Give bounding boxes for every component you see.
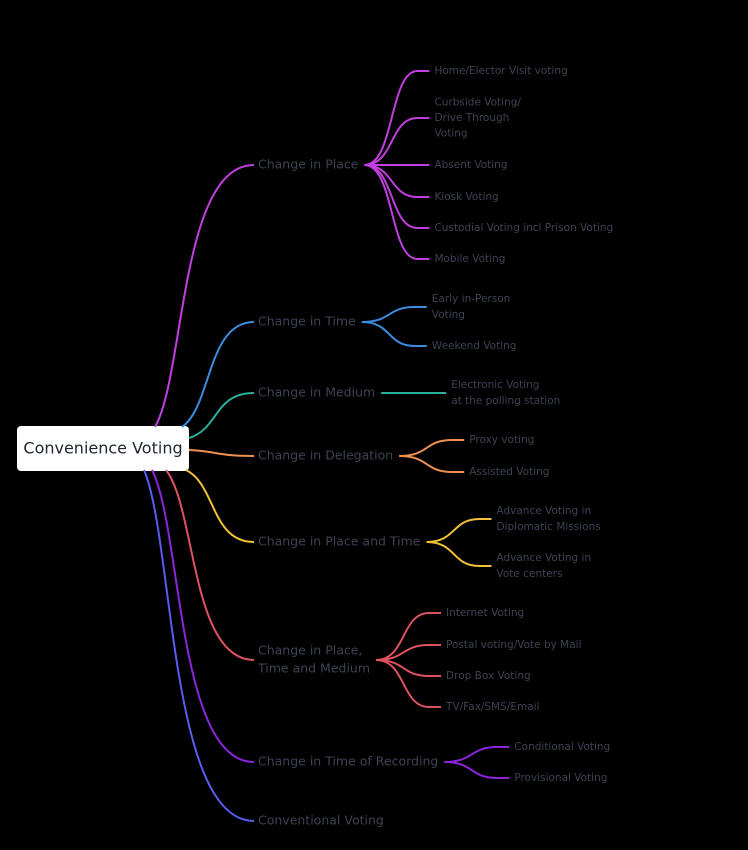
leaf-connector [426, 518, 492, 543]
leaf-label: Custodial Voting incl Prison Voting [434, 222, 613, 234]
leaf-label: Provisional Voting [514, 772, 607, 784]
leaf-connector [376, 659, 442, 677]
leaf-label: Absent Voting [434, 159, 507, 171]
leaf-connector [364, 70, 430, 166]
branch-connector [188, 449, 255, 457]
branch-label: Change in Delegation [258, 448, 393, 463]
branch-connector [165, 469, 255, 661]
branch-connector [151, 469, 255, 763]
leaf-label: Proxy voting [469, 434, 534, 446]
leaf-label: Voting [434, 128, 467, 140]
leaf-label: Early in-Person [432, 293, 511, 305]
leaf-connector [361, 306, 427, 323]
leaf-label: Advance Voting in [497, 552, 592, 564]
branch-label: Change in Place and Time [258, 534, 421, 549]
leaf-label: TV/Fax/SMS/Email [445, 701, 539, 713]
branch-label: Conventional Voting [258, 813, 384, 828]
leaf-connector [375, 659, 442, 708]
leaf-label: Kiosk Voting [434, 191, 498, 203]
leaf-connector [426, 541, 492, 567]
leaf-label: Diplomatic Missions [497, 521, 601, 533]
leaf-label: Electronic Voting [451, 379, 539, 391]
branch-connector [185, 469, 255, 543]
leaf-label: Drive Through [434, 112, 509, 124]
branch-label: Change in Time [258, 314, 356, 329]
branch-label: Change in Medium [258, 385, 375, 400]
leaf-connector [399, 455, 465, 473]
leaf-connector [364, 164, 430, 260]
branch-connector [181, 321, 255, 428]
leaf-label: Voting [432, 309, 465, 321]
root-label: Convenience Voting [23, 439, 182, 458]
leaf-connector [444, 746, 510, 763]
leaf-connector [375, 612, 442, 661]
branch-label: Change in Place [258, 157, 359, 172]
leaf-connector [361, 321, 427, 347]
branch-connector [154, 164, 255, 428]
leaf-label: Weekend Voting [432, 340, 517, 352]
leaf-label: Vote centers [497, 568, 563, 580]
leaf-label: Postal voting/Vote by Mail [446, 639, 581, 651]
leaf-label: Curbside Voting/ [434, 96, 521, 108]
leaf-connector [364, 117, 430, 166]
branch-connector [188, 392, 255, 439]
leaf-label: Assisted Voting [469, 466, 549, 478]
leaf-connector [376, 644, 442, 661]
leaf-label: Internet Voting [446, 607, 524, 619]
root-box [17, 426, 189, 471]
leaf-label: Home/Elector Visit voting [434, 65, 567, 77]
branch-label: Change in Place, [258, 643, 362, 658]
leaf-label: Mobile Voting [434, 253, 505, 265]
leaf-connector [399, 439, 465, 457]
leaf-label: Conditional Voting [514, 741, 610, 753]
leaf-connector [444, 761, 510, 779]
leaf-label: Drop Box Voting [446, 670, 531, 682]
branch-connector [143, 469, 255, 822]
leaf-label: at the polling station [451, 395, 560, 407]
branch-label: Time and Medium [257, 661, 370, 676]
leaf-label: Advance Voting in [497, 505, 592, 517]
branch-label: Change in Time of Recording [258, 754, 438, 769]
